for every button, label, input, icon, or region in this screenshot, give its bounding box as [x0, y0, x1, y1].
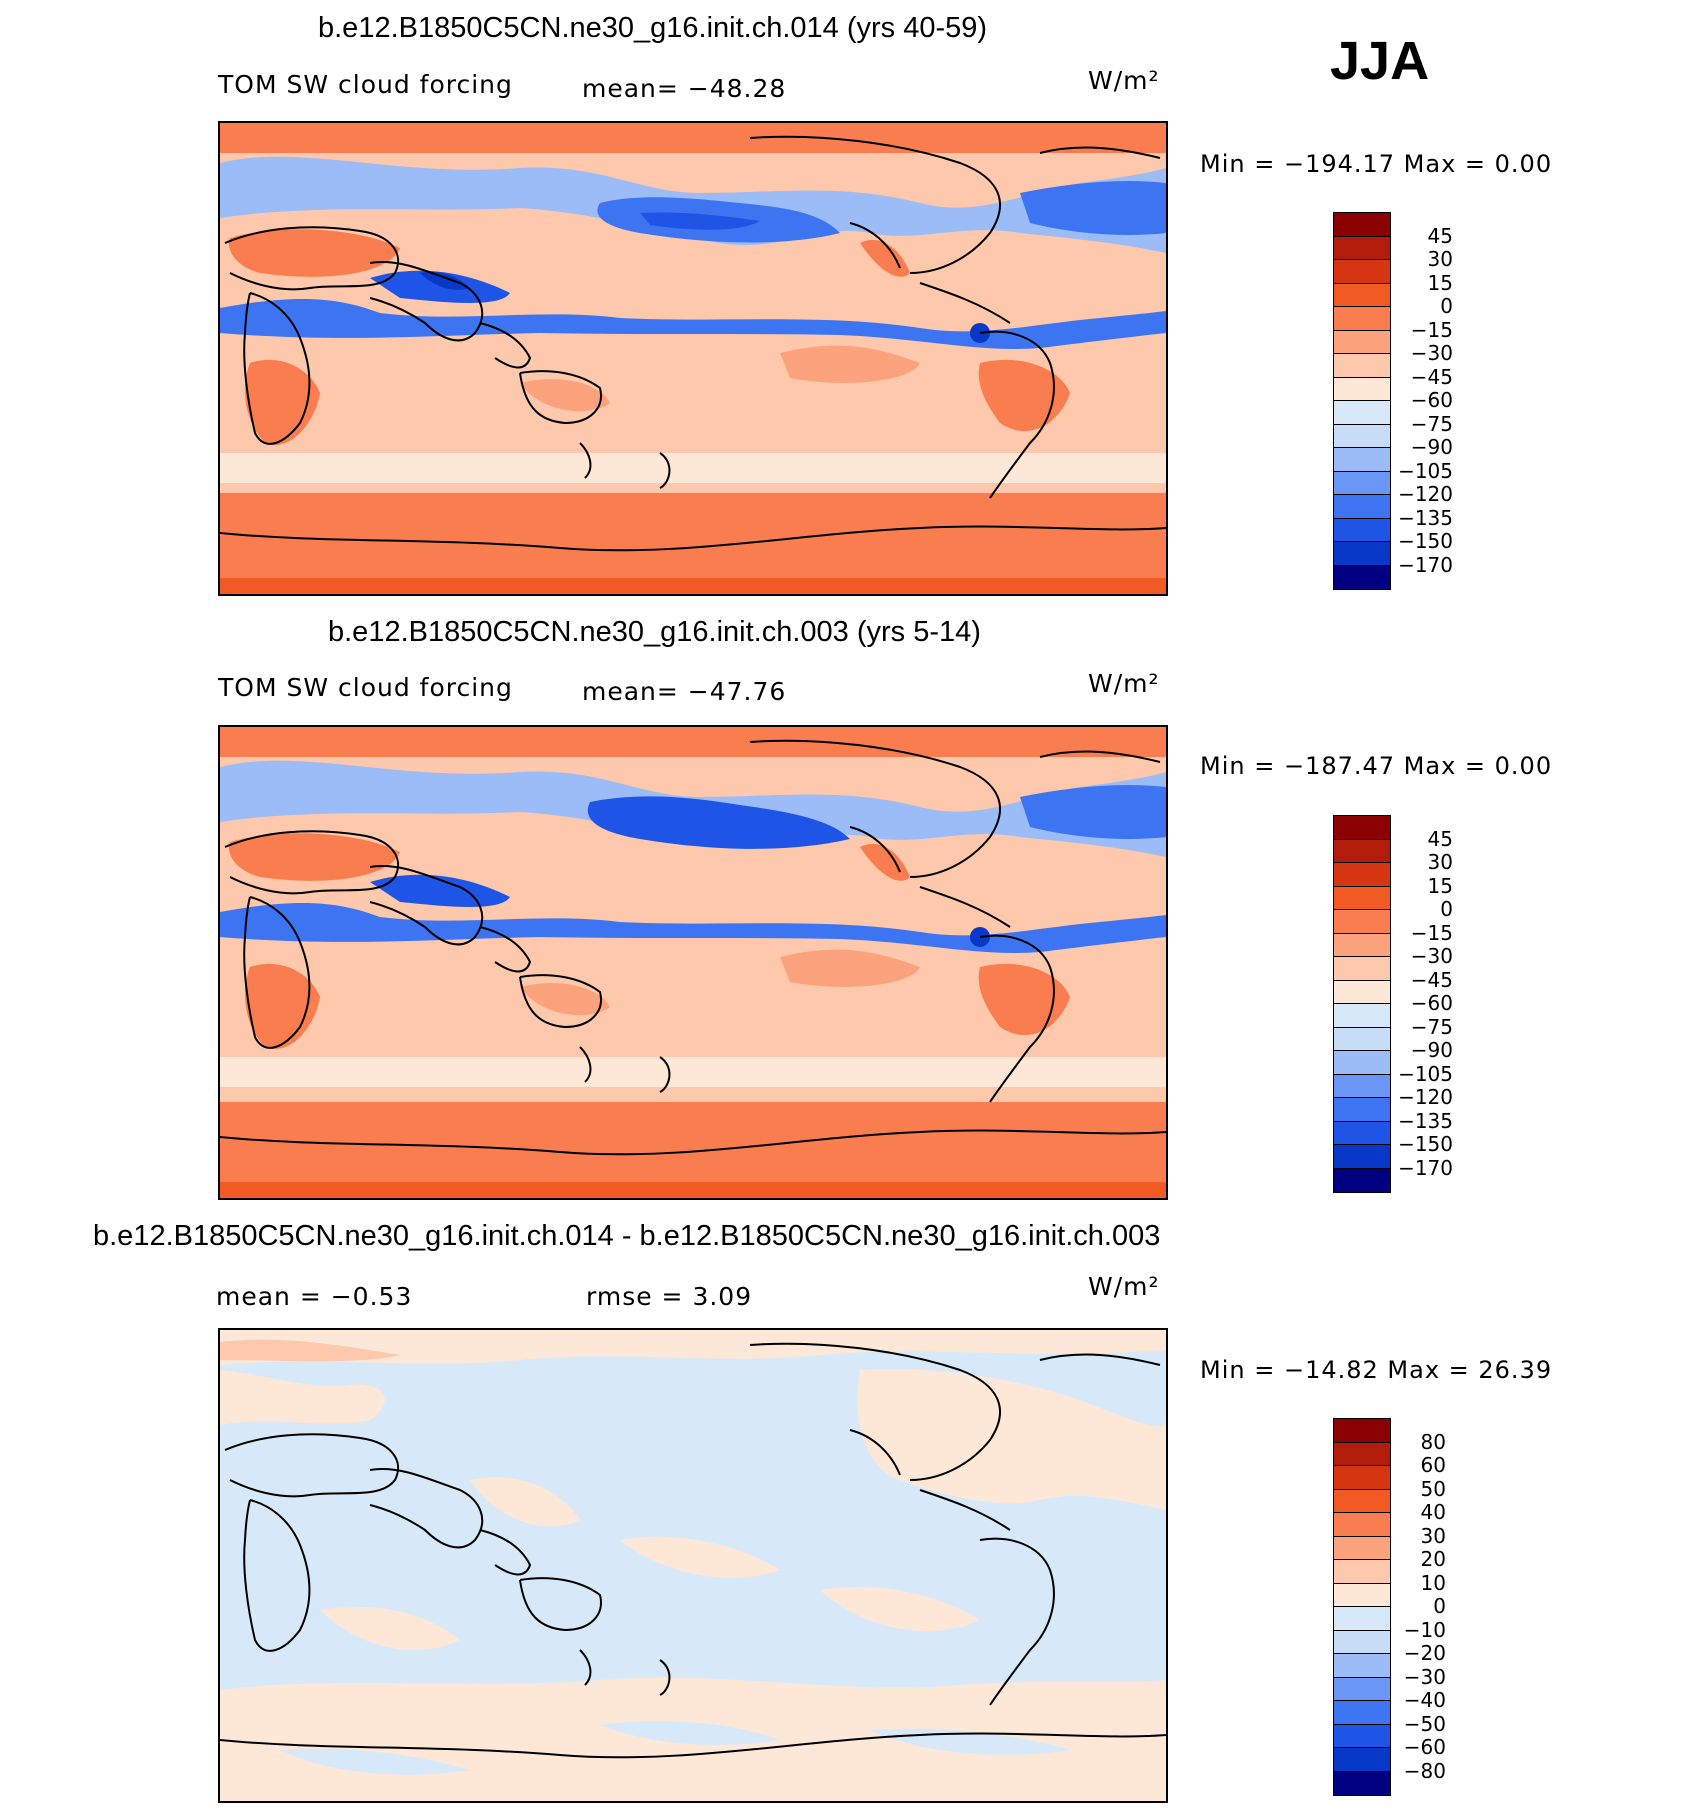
colorbar-tick: −15	[1410, 318, 1453, 342]
colorbar-tick: −45	[1410, 365, 1453, 389]
colorbar-tick: −30	[1410, 341, 1453, 365]
panel-1-mean-label: mean= −48.28	[582, 74, 787, 103]
panel-2-map	[218, 725, 1168, 1200]
panel-1-title: b.e12.B1850C5CN.ne30_g16.init.ch.014 (yr…	[318, 12, 988, 44]
season-label: JJA	[1330, 31, 1430, 91]
colorbar-tick: −120	[1398, 1085, 1453, 1109]
panel-1-minmax: Min = −194.17 Max = 0.00	[1200, 150, 1553, 178]
colorbar-tick: −150	[1398, 1132, 1453, 1156]
colorbar-tick: −90	[1410, 1038, 1453, 1062]
colorbar-tick: −45	[1410, 968, 1453, 992]
colorbar-tick: −10	[1403, 1618, 1446, 1642]
panel-2-mean-label: mean= −47.76	[582, 677, 787, 706]
colorbar-tick: 30	[1420, 1524, 1446, 1548]
colorbar-tick: −60	[1410, 388, 1453, 412]
colorbar-tick: −60	[1410, 991, 1453, 1015]
colorbar-tick: 0	[1433, 1594, 1446, 1618]
colorbar-tick: 15	[1427, 271, 1453, 295]
colorbar-tick: −30	[1410, 944, 1453, 968]
colorbar-tick: 0	[1440, 897, 1453, 921]
colorbar-tick: 10	[1420, 1571, 1446, 1595]
colorbar-tick: −170	[1398, 1156, 1453, 1180]
colorbar-tick: −105	[1398, 459, 1453, 483]
colorbar-tick: −75	[1410, 412, 1453, 436]
colorbar-tick: 40	[1420, 1500, 1446, 1524]
colorbar-tick: −80	[1403, 1759, 1446, 1783]
colorbar-tick: −90	[1410, 435, 1453, 459]
colorbar-tick: 60	[1420, 1453, 1446, 1477]
colorbar-tick: 30	[1427, 247, 1453, 271]
panel-1-colorbar	[1333, 212, 1391, 590]
colorbar-tick: 45	[1427, 827, 1453, 851]
colorbar-tick: −50	[1403, 1712, 1446, 1736]
panel-2-title: b.e12.B1850C5CN.ne30_g16.init.ch.003 (yr…	[328, 616, 981, 648]
colorbar-tick: 15	[1427, 874, 1453, 898]
panel-1-variable-label: TOM SW cloud forcing	[218, 70, 513, 99]
colorbar-tick: 80	[1420, 1430, 1446, 1454]
panel-3-title: b.e12.B1850C5CN.ne30_g16.init.ch.014 - b…	[93, 1220, 1161, 1252]
colorbar-tick: −75	[1410, 1015, 1453, 1039]
panel-3-units: W/m²	[1088, 1272, 1160, 1301]
panel-1-map	[218, 121, 1168, 596]
colorbar-tick: 45	[1427, 224, 1453, 248]
colorbar-tick: −20	[1403, 1641, 1446, 1665]
panel-2-units: W/m²	[1088, 669, 1160, 698]
colorbar-tick: −135	[1398, 506, 1453, 530]
colorbar-tick: −135	[1398, 1109, 1453, 1133]
colorbar-tick: 20	[1420, 1547, 1446, 1571]
panel-2-variable-label: TOM SW cloud forcing	[218, 673, 513, 702]
colorbar-tick: 30	[1427, 850, 1453, 874]
colorbar-tick: −30	[1403, 1665, 1446, 1689]
colorbar-tick: −170	[1398, 553, 1453, 577]
colorbar-tick: −15	[1410, 921, 1453, 945]
colorbar-tick: −150	[1398, 529, 1453, 553]
colorbar-tick: −105	[1398, 1062, 1453, 1086]
colorbar-tick: 50	[1420, 1477, 1446, 1501]
panel-3-rmse-label: rmse = 3.09	[586, 1282, 753, 1311]
colorbar-tick: −40	[1403, 1688, 1446, 1712]
colorbar-tick: −60	[1403, 1735, 1446, 1759]
panel-3-map	[218, 1328, 1168, 1803]
panel-1-units: W/m²	[1088, 66, 1160, 95]
panel-3-colorbar	[1333, 1418, 1391, 1796]
colorbar-tick: −120	[1398, 482, 1453, 506]
colorbar-tick: 0	[1440, 294, 1453, 318]
panel-2-colorbar	[1333, 815, 1391, 1193]
panel-2-minmax: Min = −187.47 Max = 0.00	[1200, 752, 1553, 780]
panel-3-minmax: Min = −14.82 Max = 26.39	[1200, 1356, 1553, 1384]
panel-3-mean-label: mean = −0.53	[216, 1282, 413, 1311]
